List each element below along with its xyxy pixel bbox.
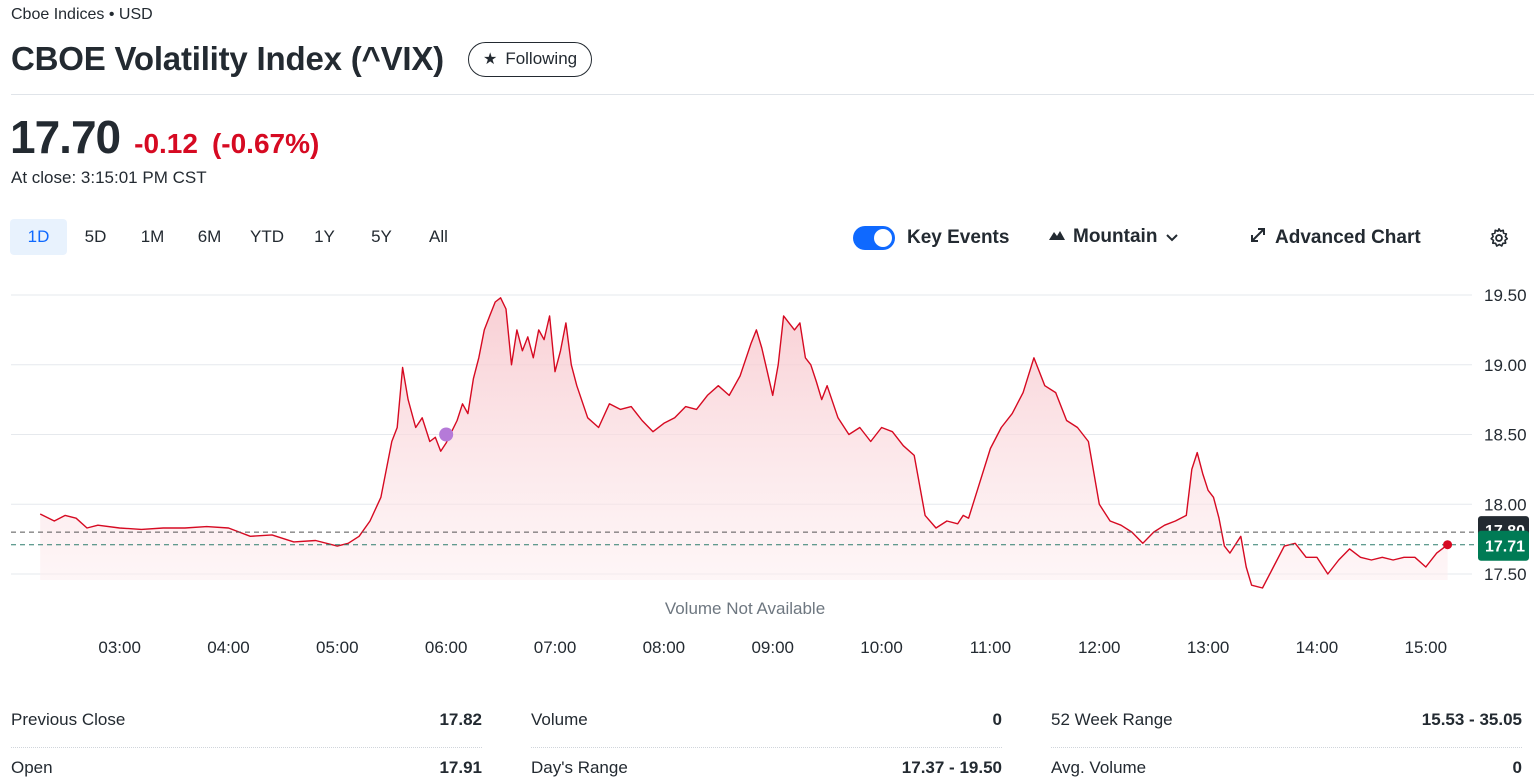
stats-column-3: 52 Week Range 15.53 - 35.05 Avg. Volume 0	[1051, 700, 1522, 783]
key-events-control: Key Events	[853, 226, 1009, 250]
page-title: CBOE Volatility Index (^VIX)	[11, 40, 444, 77]
x-tick-label: 05:00	[316, 638, 359, 657]
x-tick-label: 11:00	[970, 638, 1011, 657]
y-tick-label: 19.00	[1484, 356, 1527, 375]
stat-label: Open	[11, 758, 53, 777]
range-tab-ytd[interactable]: YTD	[250, 227, 284, 246]
key-event-marker[interactable]	[439, 427, 454, 442]
stat-value: 17.91	[439, 758, 482, 777]
toggle-knob	[874, 229, 892, 247]
stat-row: Previous Close 17.82	[11, 700, 482, 748]
volume-not-available-label: Volume Not Available	[665, 599, 825, 618]
following-button[interactable]: ★ Following	[467, 41, 593, 77]
price-area	[40, 297, 1448, 588]
advanced-chart-button[interactable]: Advanced Chart	[1249, 226, 1421, 250]
x-tick-label: 06:00	[425, 638, 468, 657]
range-tab-all[interactable]: All	[429, 227, 448, 246]
x-tick-label: 13:00	[1187, 638, 1230, 657]
last-value-label: 17.71	[1485, 539, 1525, 556]
x-tick-label: 09:00	[751, 638, 794, 657]
x-tick-label: 07:00	[534, 638, 577, 657]
x-tick-label: 10:00	[860, 638, 903, 657]
price-change-percent: (-0.67%)	[211, 128, 320, 159]
x-tick-label: 03:00	[98, 638, 141, 657]
stat-value: 0	[992, 710, 1002, 729]
x-tick-label: 15:00	[1405, 638, 1448, 657]
stat-row: Day's Range 17.37 - 19.50	[531, 748, 1002, 783]
range-tab-6m[interactable]: 6M	[197, 227, 222, 246]
y-tick-label: 18.50	[1484, 426, 1527, 445]
price-line	[39, 297, 1449, 589]
price-chart[interactable]: 19.5019.0018.5018.0017.5017.8017.71Volum…	[0, 280, 1534, 665]
close-time: At close: 3:15:01 PM CST	[11, 168, 207, 187]
x-tick-label: 14:00	[1296, 638, 1339, 657]
x-tick-label: 12:00	[1078, 638, 1121, 657]
range-tab-1y[interactable]: 1Y	[314, 227, 335, 246]
title-row: CBOE Volatility Index (^VIX) ★ Following	[11, 40, 593, 78]
advanced-chart-label: Advanced Chart	[1275, 227, 1421, 248]
stat-label: Avg. Volume	[1051, 758, 1147, 777]
last-value-badge	[1478, 530, 1529, 561]
price-change: -0.12	[134, 128, 198, 159]
key-events-label: Key Events	[907, 227, 1010, 248]
range-tab-5d[interactable]: 5D	[84, 227, 107, 246]
stat-label: Day's Range	[531, 758, 628, 777]
y-tick-label: 18.00	[1484, 495, 1527, 514]
star-icon: ★	[482, 51, 498, 68]
stats-column-1: Previous Close 17.82 Open 17.91	[11, 700, 482, 783]
stat-value: 15.53 - 35.05	[1421, 710, 1522, 729]
mountain-icon	[1048, 226, 1066, 248]
stat-row: Volume 0	[531, 700, 1002, 748]
following-label: Following	[505, 49, 578, 68]
stat-label: Volume	[531, 710, 588, 729]
last-price-dot	[1443, 540, 1453, 550]
y-tick-label: 17.50	[1484, 565, 1527, 584]
range-tabs: 1D 5D 1M 6M YTD 1Y 5Y All	[10, 219, 467, 255]
chevron-down-icon	[1166, 226, 1179, 248]
stat-value: 17.37 - 19.50	[901, 758, 1002, 777]
stats-column-2: Volume 0 Day's Range 17.37 - 19.50	[531, 700, 1002, 783]
x-tick-label: 08:00	[643, 638, 686, 657]
stat-value: 0	[1512, 758, 1522, 777]
expand-icon	[1249, 226, 1267, 250]
quote-price-row: 17.70 -0.12 (-0.67%)	[10, 110, 319, 164]
gear-icon[interactable]	[1488, 227, 1510, 254]
y-tick-label: 19.50	[1484, 286, 1527, 305]
stat-row: 52 Week Range 15.53 - 35.05	[1051, 700, 1522, 748]
stat-label: 52 Week Range	[1051, 710, 1173, 729]
range-tab-1m[interactable]: 1M	[140, 227, 165, 246]
current-price: 17.70	[10, 111, 121, 163]
stat-row: Open 17.91	[11, 748, 482, 783]
range-tab-1d[interactable]: 1D	[10, 219, 67, 255]
exchange-label: Cboe Indices • USD	[11, 6, 153, 23]
chart-type-dropdown[interactable]: Mountain	[1048, 226, 1179, 248]
chart-svg: 19.5019.0018.5018.0017.5017.8017.71Volum…	[11, 286, 1529, 657]
range-tab-5y[interactable]: 5Y	[371, 227, 392, 246]
chart-type-label: Mountain	[1073, 226, 1158, 247]
x-tick-label: 04:00	[207, 638, 250, 657]
stat-label: Previous Close	[11, 710, 126, 729]
stat-row: Avg. Volume 0	[1051, 748, 1522, 783]
header-divider	[11, 94, 1534, 95]
stat-value: 17.82	[439, 710, 482, 729]
key-events-toggle[interactable]	[853, 226, 895, 250]
